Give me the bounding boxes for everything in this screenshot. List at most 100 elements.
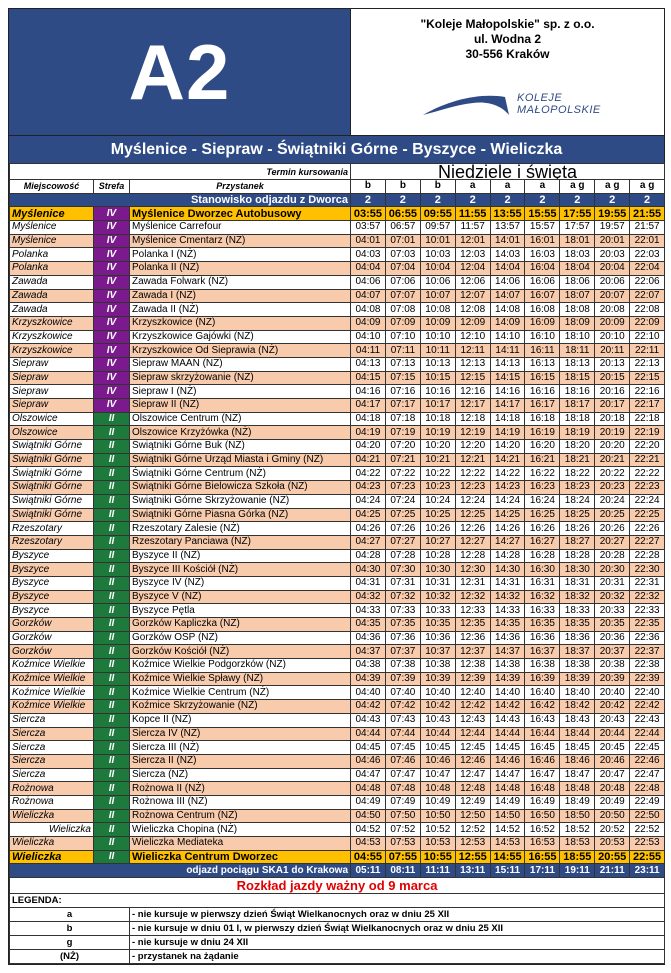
departure-time: 07:19 bbox=[384, 425, 421, 441]
stop-name: Krzyszkowice Od Sieprawia (NŻ) bbox=[128, 343, 352, 358]
zone-badge: II bbox=[93, 671, 130, 687]
departure-time: 19:55 bbox=[594, 206, 631, 222]
platform-number: 2 bbox=[454, 192, 491, 208]
departure-time: 20:04 bbox=[594, 261, 631, 276]
departure-time: 04:04 bbox=[350, 261, 386, 276]
departure-time: 22:08 bbox=[629, 302, 666, 317]
departure-time: 18:13 bbox=[559, 356, 596, 372]
zone-badge: IV bbox=[93, 315, 130, 331]
locality: Krzyszkowice bbox=[9, 315, 94, 331]
departure-time: 12:01 bbox=[454, 233, 491, 249]
stop-row: Wieliczka II Wieliczka Chopina (NŻ) 04:52 07… bbox=[9, 822, 666, 837]
departure-time: 12:07 bbox=[454, 288, 491, 304]
locality: Myślenice bbox=[9, 233, 94, 249]
departure-time: 12:39 bbox=[454, 671, 491, 687]
departure-time: 22:23 bbox=[629, 480, 666, 495]
locality: Świątniki Górne bbox=[9, 466, 94, 482]
departure-time: 04:55 bbox=[350, 849, 386, 865]
departure-time: 12:32 bbox=[454, 589, 491, 605]
departure-time: 20:37 bbox=[594, 644, 631, 660]
departure-time: 07:03 bbox=[384, 247, 421, 263]
locality: Wieliczka bbox=[9, 849, 94, 865]
zone-badge: IV bbox=[93, 329, 130, 345]
departure-time: 16:25 bbox=[524, 507, 561, 523]
departure-time: 12:43 bbox=[454, 712, 491, 728]
departure-time: 07:01 bbox=[384, 233, 421, 249]
departure-time: 20:42 bbox=[594, 699, 631, 714]
stop-row: Rzeszotary II Rzeszotary Zalesie (NŻ) 04:26… bbox=[9, 521, 666, 536]
stop-name: Krzyszkowice Gajówki (NŻ) bbox=[128, 329, 352, 345]
stop-row: Myślenice IV Myślenice Carrefour 03:57 06:57… bbox=[9, 220, 666, 235]
departure-time: 20:17 bbox=[594, 398, 631, 413]
stop-row: Świątniki Górne II Świątniki Górne Bielowi… bbox=[9, 480, 666, 495]
locality: Byszyce bbox=[9, 603, 94, 618]
stop-row: Siercza II Siercza III (NŻ) 04:45 07:45 10:45… bbox=[9, 740, 666, 755]
departure-time: 20:16 bbox=[594, 384, 631, 399]
zone-badge: II bbox=[93, 712, 130, 728]
departure-time: 22:53 bbox=[629, 836, 666, 851]
stop-row: Świątniki Górne II Świątniki Górne Buk (NŻ… bbox=[9, 439, 666, 454]
departure-time: 16:46 bbox=[524, 753, 561, 769]
departure-time: 20:28 bbox=[594, 548, 631, 564]
departure-time: 18:16 bbox=[559, 384, 596, 399]
departure-time: 14:10 bbox=[489, 329, 526, 345]
departure-time: 16:44 bbox=[524, 726, 561, 742]
departure-time: 16:10 bbox=[524, 329, 561, 345]
departure-time: 18:30 bbox=[559, 562, 596, 577]
departure-time: 10:24 bbox=[419, 493, 456, 509]
departure-time: 10:42 bbox=[419, 699, 456, 714]
departure-time: 14:30 bbox=[489, 562, 526, 577]
zone-badge: II bbox=[93, 562, 130, 577]
locality: Siercza bbox=[9, 712, 94, 728]
locality: Wieliczka bbox=[9, 822, 94, 837]
departure-time: 14:37 bbox=[489, 644, 526, 660]
timetable: A2 "Koleje Małopolskie" sp. z o.o. ul. W… bbox=[8, 8, 666, 966]
departure-time: 10:27 bbox=[419, 534, 456, 550]
departure-time: 07:23 bbox=[384, 480, 421, 495]
departure-time: 07:24 bbox=[384, 493, 421, 509]
departure-time: 16:09 bbox=[524, 315, 561, 331]
departure-time: 10:11 bbox=[419, 343, 456, 358]
stop-name: Świątniki Górne Urząd Miasta i Gminy (NŻ… bbox=[128, 452, 352, 468]
departure-time: 12:09 bbox=[454, 315, 491, 331]
zone-badge: IV bbox=[93, 233, 130, 249]
departure-time: 22:25 bbox=[629, 507, 666, 523]
departure-time: 14:33 bbox=[489, 603, 526, 618]
departure-time: 04:13 bbox=[350, 356, 386, 372]
departure-time: 04:09 bbox=[350, 315, 386, 331]
departure-time: 17:57 bbox=[559, 220, 596, 235]
departure-time: 07:25 bbox=[384, 507, 421, 523]
locality: Koźmice Wielkie bbox=[9, 671, 94, 687]
departure-time: 12:48 bbox=[454, 781, 491, 796]
departure-time: 16:23 bbox=[524, 480, 561, 495]
departure-time: 14:39 bbox=[489, 671, 526, 687]
locality: Rzeszotary bbox=[9, 521, 94, 536]
departure-time: 22:27 bbox=[629, 534, 666, 550]
stop-name: Gorzków Kościół (NŻ) bbox=[128, 644, 352, 660]
locality: Zawada bbox=[9, 302, 94, 317]
departure-time: 16:43 bbox=[524, 712, 561, 728]
stop-row: Byszyce II Byszyce IV (NŻ) 04:31 07:31 10:31 1… bbox=[9, 575, 666, 591]
train-time: 11:11 bbox=[419, 863, 456, 879]
departure-time: 04:10 bbox=[350, 329, 386, 345]
course-note: a g bbox=[629, 179, 666, 194]
stop-name: Rzeszotary Panciawa (NŻ) bbox=[128, 534, 352, 550]
termin-row: Termin kursowania Niedziele i święta bbox=[8, 163, 666, 180]
company-name: "Koleje Małopolskie" sp. z o.o. bbox=[420, 17, 595, 31]
company-info: "Koleje Małopolskie" sp. z o.o. ul. Wodn… bbox=[350, 9, 664, 135]
departure-time: 04:03 bbox=[350, 247, 386, 263]
departure-time: 16:49 bbox=[524, 794, 561, 810]
stop-row: Zawada IV Zawada Folwark (NŻ) 04:06 07:06 10:… bbox=[9, 274, 666, 290]
departure-time: 10:28 bbox=[419, 548, 456, 564]
departure-time: 18:23 bbox=[559, 480, 596, 495]
departure-time: 20:36 bbox=[594, 630, 631, 646]
departure-time: 20:53 bbox=[594, 836, 631, 851]
departure-time: 18:08 bbox=[559, 302, 596, 317]
departure-time: 04:38 bbox=[350, 658, 386, 673]
departure-time: 07:20 bbox=[384, 439, 421, 454]
platform-row: Stanowisko odjazdu z Dworca 2 2 2 2 2 2 2 2 2 bbox=[8, 192, 666, 208]
departure-time: 20:01 bbox=[594, 233, 631, 249]
zone-badge: IV bbox=[93, 384, 130, 399]
locality: Wieliczka bbox=[9, 836, 94, 851]
departure-time: 16:40 bbox=[524, 685, 561, 701]
